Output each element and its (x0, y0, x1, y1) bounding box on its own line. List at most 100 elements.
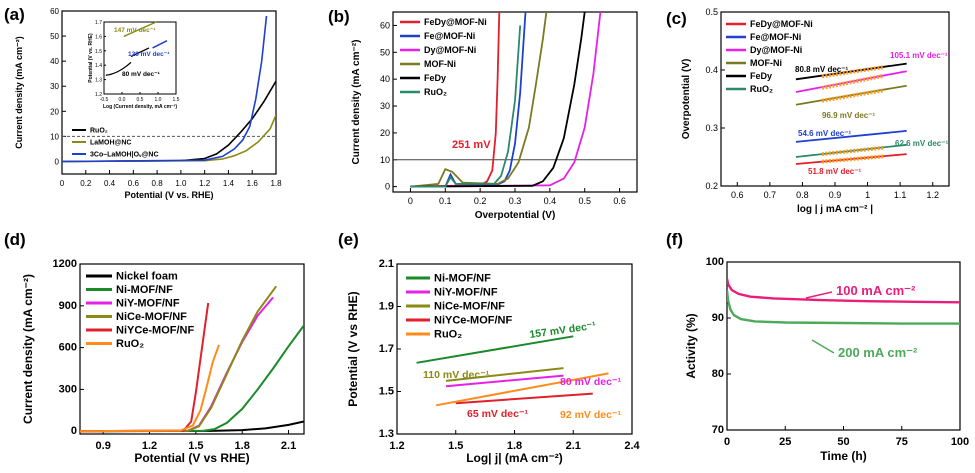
y-axis-label: Potential (V vs RHE) (346, 291, 360, 406)
legend-label-2: NiCe-MOF/NF (434, 301, 505, 313)
y-tick-label: 1200 (53, 258, 77, 270)
inset-y-tick-label: 1.4 (95, 63, 102, 69)
annotation-2: 96.9 mV dec⁻¹ (822, 111, 875, 120)
panel-b: (b) 0 0.1 0.2 0.3 0.4 0.5 0.6 0 10 20 30 40 50 60 Overp… (328, 7, 638, 221)
x-tick-label: 0.5 (578, 196, 591, 206)
y-tick-label: 900 (59, 300, 77, 312)
panel-label: (b) (328, 7, 350, 26)
annotation-3: 54.6 mV dec⁻¹ (798, 129, 851, 138)
legend-label-3: NiCe-MOF/NF (116, 311, 187, 323)
y-tick-label: 70 (712, 424, 724, 436)
legend-label-2: Dy@MOF-Ni (424, 45, 476, 55)
y-tick-label: 1.9 (379, 301, 394, 313)
legend-label-1: Fe@MOF-Ni (750, 32, 801, 42)
x-axis-label: log | j mA cm⁻² | (797, 204, 873, 215)
legend-label-1: LaMOH@NC (90, 139, 131, 146)
series-label-1: 200 mA cm⁻² (838, 345, 918, 360)
x-tick-label: 2.4 (624, 440, 640, 452)
annotation-0: 80.8 mV dec⁻¹ (795, 65, 848, 74)
y-tick-label: 300 (59, 383, 77, 395)
x-tick-label: 0.9 (96, 440, 111, 452)
y-axis-label: Current density (mA cm⁻²) (14, 36, 24, 148)
series-line-2 (445, 367, 564, 382)
x-tick-label: 0.6 (731, 190, 744, 200)
x-tick-label: 0 (408, 196, 413, 206)
x-tick-label: 0.3 (509, 196, 522, 206)
inset-x-tick-label: -0.5 (100, 97, 109, 103)
panel-a: (a) 0 0.2 0.4 0.6 0.8 1.0 1.2 1.4 1.6 1.8 0 10 20 30 40… (4, 5, 282, 200)
legend-label-5: RuO₂ (750, 84, 773, 94)
legend-label-4: NiYCe-MOF/NF (116, 325, 195, 337)
inset-frame (103, 21, 177, 95)
annotation-2: 80 mV dec⁻¹ (560, 376, 621, 388)
panel-label: (a) (4, 5, 25, 24)
x-tick-label: 1 (865, 190, 870, 200)
annotation-4: 65 mV dec⁻¹ (467, 408, 528, 420)
inset-annotation-2: 80 mV dec⁻¹ (122, 71, 160, 78)
annotation-3: 92 mV dec⁻¹ (560, 409, 621, 421)
plot-frame (61, 10, 277, 175)
inset-x-tick-label: 0.0 (119, 97, 126, 103)
series-line-2 (410, 12, 602, 188)
inset-y-tick-label: 1.5 (95, 49, 102, 55)
legend-label-1: NiY-MOF/NF (434, 287, 498, 299)
x-tick-label: 1.8 (507, 440, 522, 452)
y-tick-label: 80 (712, 368, 724, 380)
fit-segment-1 (821, 73, 885, 90)
x-tick-label: 0.6 (613, 196, 626, 206)
annotation-1: 105.1 mV dec⁻¹ (890, 51, 948, 60)
legend-label-3: MOF-Ni (750, 58, 782, 68)
x-tick-label: 0.8 (796, 190, 809, 200)
x-tick-label: 0.2 (474, 196, 487, 206)
x-axis-label: Time (h) (820, 449, 866, 463)
series-line-5 (80, 344, 220, 433)
series-line-1 (62, 114, 276, 163)
legend-label-4: FeDy (750, 71, 772, 81)
inset-curve-co (152, 40, 168, 49)
series-line-4 (80, 302, 210, 433)
y-tick-label: 60 (380, 20, 390, 30)
inset-x-tick-label: 1.0 (155, 97, 162, 103)
y-tick-label: 0.3 (705, 123, 718, 133)
y-tick-label: 0 (71, 425, 77, 437)
inset-y-axis-label: Potential (V vs. RHE) (88, 33, 94, 83)
series-line-0 (416, 335, 574, 364)
series-line-4 (410, 12, 586, 188)
panel-label: (c) (666, 9, 687, 28)
inset-y-tick-label: 1.2 (95, 92, 102, 98)
x-tick-label: 1.8 (235, 440, 250, 452)
legend-label-2: 3Co–LaMOH|Oᵥ@NC (90, 151, 159, 158)
x-tick-label: 1.5 (188, 440, 203, 452)
annotation-5: 51.8 mV dec⁻¹ (808, 167, 861, 176)
x-tick-label: 0.6 (128, 179, 140, 188)
x-tick-label: 1.1 (894, 190, 907, 200)
y-tick-label: 1.7 (379, 343, 394, 355)
panel-label: (d) (4, 230, 26, 249)
y-tick-label: 100 (706, 256, 724, 268)
panel-c: (c) 0.6 0.7 0.8 0.9 1 1.1 1.2 0.2 0.3 0.4 0.5 log | … (666, 7, 950, 215)
x-tick-label: 1.2 (199, 179, 211, 188)
y-tick-label: 0 (55, 157, 60, 166)
x-axis-label: Potential (V vs. RHE) (124, 190, 213, 200)
y-tick-label: 600 (59, 342, 77, 354)
plot-frame (79, 263, 305, 435)
y-tick-label: 0.2 (705, 181, 718, 191)
x-tick-label: 1.5 (448, 440, 463, 452)
x-tick-label: 0.7 (764, 190, 777, 200)
inset-curve-ruo2 (105, 61, 132, 76)
x-tick-label: 1.2 (142, 440, 157, 452)
legend-label-3: MOF-Ni (424, 59, 456, 69)
series-line-4 (436, 372, 609, 407)
x-tick-label: 0.9 (829, 190, 842, 200)
inset-x-tick-label: 1.5 (173, 97, 180, 103)
legend-label-0: FeDy@MOF-Ni (750, 19, 813, 29)
y-tick-label: 2.1 (379, 258, 394, 270)
y-tick-label: 1.3 (379, 428, 394, 440)
inset-y-tick-label: 1.7 (95, 20, 102, 26)
x-tick-label: 0.4 (104, 179, 116, 188)
inset-curve-ruo2-b (130, 47, 150, 58)
x-tick-label: 75 (896, 436, 908, 448)
x-tick-label: 25 (779, 436, 791, 448)
y-tick-label: 90 (712, 312, 724, 324)
